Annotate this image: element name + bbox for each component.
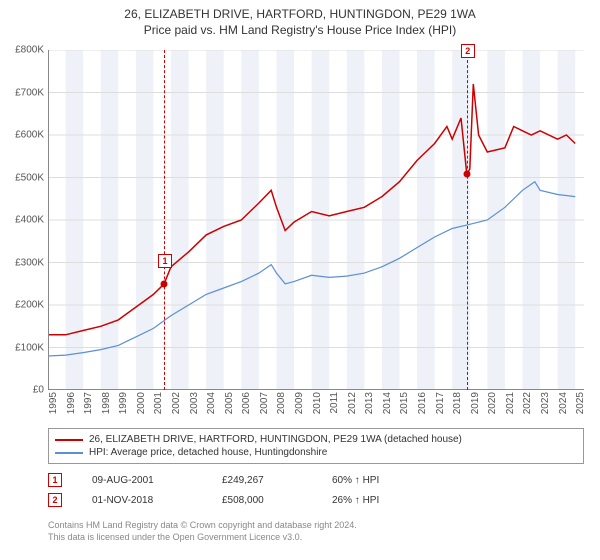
x-tick-label: 2009 — [294, 392, 305, 414]
x-tick-label: 2016 — [417, 392, 428, 414]
x-tick-label: 2023 — [540, 392, 551, 414]
sale-delta: 60% ↑ HPI — [332, 475, 412, 486]
sale-price: £249,267 — [222, 475, 302, 486]
sale-marker-vline — [467, 50, 468, 390]
legend-item: 26, ELIZABETH DRIVE, HARTFORD, HUNTINGDO… — [55, 433, 577, 446]
y-tick-label: £400K — [15, 215, 44, 226]
y-tick-label: £800K — [15, 45, 44, 56]
y-tick-label: £100K — [15, 342, 44, 353]
x-tick-label: 1995 — [48, 392, 59, 414]
x-tick-label: 2007 — [259, 392, 270, 414]
x-tick-label: 2011 — [329, 392, 340, 414]
x-tick-label: 1998 — [101, 392, 112, 414]
x-axis-line — [48, 389, 584, 390]
chart-svg — [48, 50, 584, 390]
footer-line2: This data is licensed under the Open Gov… — [48, 532, 584, 544]
x-tick-label: 2010 — [312, 392, 323, 414]
chart-title-block: 26, ELIZABETH DRIVE, HARTFORD, HUNTINGDO… — [0, 0, 600, 38]
sale-price: £508,000 — [222, 495, 302, 506]
sale-row: 2 01-NOV-2018 £508,000 26% ↑ HPI — [48, 490, 584, 510]
sale-marker-dot — [463, 171, 470, 178]
x-tick-label: 1999 — [118, 392, 129, 414]
y-tick-label: £300K — [15, 257, 44, 268]
x-tick-label: 2008 — [276, 392, 287, 414]
sales-table: 1 09-AUG-2001 £249,267 60% ↑ HPI 2 01-NOV-201… — [48, 470, 584, 510]
sale-date: 09-AUG-2001 — [92, 475, 192, 486]
x-tick-label: 2021 — [505, 392, 516, 414]
x-tick-label: 2003 — [189, 392, 200, 414]
legend-box: 26, ELIZABETH DRIVE, HARTFORD, HUNTINGDO… — [48, 428, 584, 464]
sale-marker-box: 1 — [158, 254, 172, 268]
title-line1: 26, ELIZABETH DRIVE, HARTFORD, HUNTINGDO… — [0, 6, 600, 22]
sale-row-marker: 1 — [48, 473, 62, 487]
x-tick-label: 2020 — [487, 392, 498, 414]
sale-delta: 26% ↑ HPI — [332, 495, 412, 506]
x-tick-label: 2001 — [153, 392, 164, 414]
x-tick-label: 2004 — [206, 392, 217, 414]
legend-item: HPI: Average price, detached house, Hunt… — [55, 446, 577, 459]
x-tick-label: 2002 — [171, 392, 182, 414]
legend-label: HPI: Average price, detached house, Hunt… — [89, 447, 327, 458]
footer-attribution: Contains HM Land Registry data © Crown c… — [48, 520, 584, 543]
chart-area: £0£100K£200K£300K£400K£500K£600K£700K£80… — [48, 50, 584, 390]
sale-date: 01-NOV-2018 — [92, 495, 192, 506]
sale-marker-box: 2 — [461, 44, 475, 58]
sale-row: 1 09-AUG-2001 £249,267 60% ↑ HPI — [48, 470, 584, 490]
y-tick-label: £200K — [15, 300, 44, 311]
x-tick-label: 2005 — [224, 392, 235, 414]
x-tick-label: 2019 — [470, 392, 481, 414]
sale-marker-vline — [164, 50, 165, 390]
x-tick-label: 2017 — [435, 392, 446, 414]
x-tick-label: 1997 — [83, 392, 94, 414]
y-tick-label: £700K — [15, 87, 44, 98]
y-axis-line — [48, 50, 49, 390]
x-tick-label: 1996 — [66, 392, 77, 414]
legend-swatch — [55, 452, 83, 454]
x-tick-label: 2000 — [136, 392, 147, 414]
x-tick-label: 2006 — [241, 392, 252, 414]
sale-row-marker: 2 — [48, 493, 62, 507]
x-tick-label: 2012 — [347, 392, 358, 414]
x-tick-label: 2025 — [575, 392, 586, 414]
x-tick-label: 2024 — [558, 392, 569, 414]
y-tick-label: £0 — [33, 385, 44, 396]
legend-label: 26, ELIZABETH DRIVE, HARTFORD, HUNTINGDO… — [89, 434, 462, 445]
y-tick-label: £600K — [15, 130, 44, 141]
footer-line1: Contains HM Land Registry data © Crown c… — [48, 520, 584, 532]
x-tick-label: 2022 — [522, 392, 533, 414]
x-tick-label: 2018 — [452, 392, 463, 414]
x-tick-label: 2013 — [364, 392, 375, 414]
y-tick-label: £500K — [15, 172, 44, 183]
title-line2: Price paid vs. HM Land Registry's House … — [0, 22, 600, 38]
x-tick-label: 2014 — [382, 392, 393, 414]
legend-swatch — [55, 439, 83, 441]
x-tick-label: 2015 — [399, 392, 410, 414]
sale-marker-dot — [160, 281, 167, 288]
